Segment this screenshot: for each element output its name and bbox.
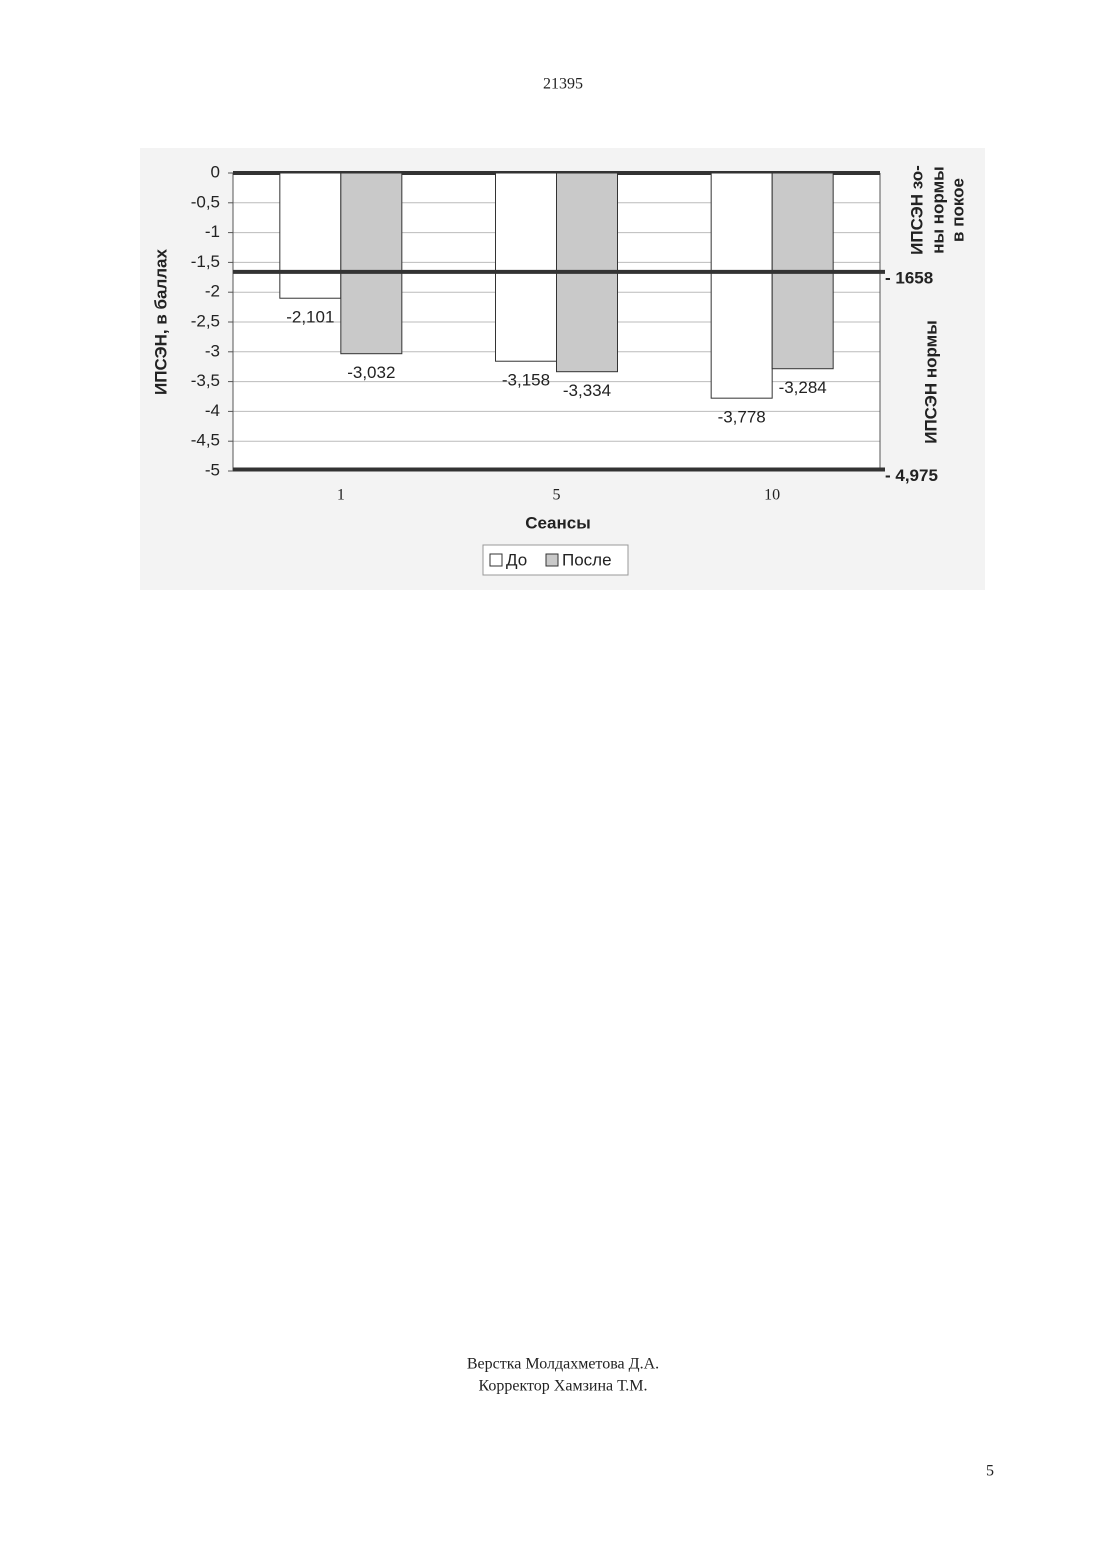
data-label: -3,032 (347, 363, 395, 382)
bar (711, 173, 772, 398)
footer-credit: Верстка Молдахметова Д.А. (467, 1356, 659, 1373)
reference-label: - 4,975 (885, 466, 938, 485)
reference-label: - 1658 (885, 268, 933, 287)
legend-swatch (546, 554, 558, 566)
y-tick-label: -2,5 (191, 311, 220, 330)
page-number: 5 (986, 1463, 994, 1480)
x-tick-label: 1 (337, 487, 345, 504)
y-tick-label: -4 (205, 401, 220, 420)
data-label: -3,284 (779, 378, 827, 397)
footer-credit: Корректор Хамзина Т.М. (478, 1378, 647, 1395)
zone-label: ИПСЭН нормы (921, 320, 940, 444)
header-number: 21395 (543, 76, 583, 93)
y-tick-label: -4,5 (191, 431, 220, 450)
bar (496, 173, 557, 361)
y-tick-label: 0 (211, 162, 220, 181)
document: 21395 ИПСЭН, в баллах Сеансы ИПСЭН зо- н… (0, 0, 1100, 1556)
data-label: -3,158 (502, 371, 550, 390)
y-axis-title: ИПСЭН, в баллах (151, 248, 170, 394)
bar (280, 173, 341, 298)
x-tick-label: 10 (764, 487, 780, 504)
page: 21395 ИПСЭН, в баллах Сеансы ИПСЭН зо- н… (0, 0, 1100, 1556)
y-tick-label: -3,5 (191, 371, 220, 390)
y-tick-label: -5 (205, 460, 220, 479)
data-label: -3,778 (718, 408, 766, 427)
y-tick-label: -0,5 (191, 192, 220, 211)
data-label: -2,101 (286, 308, 334, 327)
legend-label: После (562, 550, 612, 569)
y-tick-label: -1,5 (191, 252, 220, 271)
y-tick-label: -1 (205, 222, 220, 241)
y-tick-label: -3 (205, 341, 220, 360)
zone-label: ны нормы (928, 166, 947, 253)
zone-label: в покое (948, 178, 967, 242)
y-tick-label: -2 (205, 282, 220, 301)
zone-label: ИПСЭН зо- (907, 165, 926, 255)
legend-swatch (490, 554, 502, 566)
x-axis-title: Сеансы (525, 513, 590, 532)
x-tick-label: 5 (553, 487, 561, 504)
legend-label: До (506, 550, 527, 569)
data-label: -3,334 (563, 381, 611, 400)
bar (341, 173, 402, 354)
